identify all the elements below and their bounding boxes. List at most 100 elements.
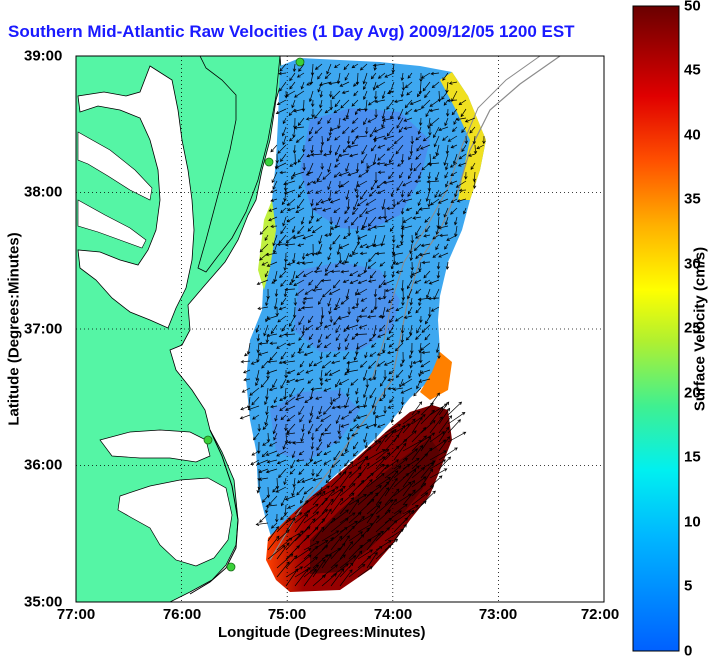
velocity-arrow: [359, 207, 368, 218]
velocity-arrow: [426, 162, 440, 166]
eastern-shore: [197, 56, 281, 273]
velocity-arrow: [329, 198, 341, 204]
velocity-arrow: [421, 260, 431, 265]
velocity-arrow: [331, 90, 341, 100]
velocity-arrow: [310, 387, 323, 391]
velocity-arrow: [375, 487, 390, 506]
velocity-arrow: [400, 324, 405, 334]
velocity-arrow: [357, 270, 368, 277]
velocity-arrow: [444, 243, 449, 250]
velocity-arrow: [322, 171, 332, 180]
velocity-arrow: [353, 90, 359, 97]
velocity-arrow: [450, 144, 458, 149]
velocity-arrow: [378, 279, 386, 289]
velocity-arrow: [346, 360, 359, 365]
velocity-arrow: [280, 513, 287, 521]
velocity-arrow: [425, 288, 431, 299]
velocity-arrow: [314, 108, 323, 119]
velocity-arrow: [398, 126, 404, 133]
velocity-arrow: [413, 387, 422, 397]
potomac-river: [77, 131, 153, 201]
velocity-arrow: [280, 378, 287, 389]
velocity-arrow: [407, 306, 413, 315]
velocity-arrow: [300, 432, 305, 442]
velocity-arrow: [389, 315, 395, 324]
velocity-arrow: [284, 332, 296, 337]
velocity-arrow: [276, 342, 287, 349]
velocity-arrow: [337, 387, 342, 398]
velocity-arrow: [300, 81, 305, 90]
velocity-arrow: [408, 171, 413, 180]
velocity-arrow: [310, 441, 315, 450]
velocity-arrow: [400, 153, 405, 164]
velocity-arrow: [319, 144, 324, 154]
velocity-arrow: [349, 270, 359, 277]
velocity-arrow: [305, 459, 314, 466]
velocity-arrow: [357, 234, 368, 240]
velocity-arrow: [319, 99, 323, 109]
velocity-arrow: [361, 153, 368, 164]
velocity-arrow: [301, 261, 314, 265]
velocity-arrow: [326, 135, 332, 142]
velocity-arrow: [354, 288, 359, 296]
velocity-arrow: [328, 243, 333, 251]
velocity-arrow: [317, 243, 323, 255]
velocity-arrow: [256, 351, 260, 363]
velocity-arrow: [328, 306, 332, 315]
velocity-arrow: [425, 225, 431, 233]
velocity-arrow: [328, 144, 333, 155]
velocity-arrow: [409, 162, 413, 172]
velocity-arrow: [461, 144, 467, 153]
velocity-arrow: [312, 288, 323, 292]
velocity-arrow: [416, 324, 422, 334]
velocity-arrow: [352, 243, 359, 255]
velocity-arrow: [409, 252, 413, 262]
velocity-arrow: [273, 432, 278, 441]
velocity-arrow: [298, 180, 305, 190]
velocity-arrow: [285, 545, 300, 560]
velocity-arrow: [381, 108, 386, 120]
velocity-arrow: [345, 189, 350, 201]
velocity-arrow: [344, 72, 350, 81]
velocity-arrow: [335, 378, 341, 388]
velocity-arrow: [354, 180, 359, 193]
velocity-arrow: [411, 467, 426, 479]
velocity-arrow: [381, 90, 386, 100]
velocity-arrow: [450, 171, 458, 177]
velocity-arrow: [464, 135, 468, 145]
velocity-arrow: [258, 477, 269, 481]
velocity-arrow: [370, 144, 377, 152]
velocity-arrow: [319, 315, 324, 326]
velocity-arrow: [366, 501, 382, 515]
velocity-arrow: [438, 189, 449, 197]
velocity-arrow: [418, 117, 423, 126]
velocity-arrow: [291, 171, 305, 177]
velocity-arrow: [255, 522, 269, 526]
velocity-arrow: [429, 117, 440, 127]
velocity-arrow: [313, 269, 323, 274]
velocity-arrow: [434, 189, 440, 199]
velocity-arrow: [384, 216, 395, 223]
velocity-arrow: [250, 360, 260, 365]
velocity-arrow: [402, 505, 419, 515]
velocity-arrow: [392, 198, 396, 208]
velocity-arrow: [267, 359, 278, 364]
velocity-arrow: [239, 414, 251, 420]
velocity-arrow: [310, 432, 315, 441]
velocity-arrow: [309, 360, 314, 367]
velocity-arrow: [393, 503, 408, 515]
velocity-arrow: [344, 333, 350, 343]
velocity-arrow: [413, 162, 422, 172]
velocity-arrow: [307, 378, 314, 384]
velocity-arrow: [367, 377, 377, 381]
velocity-arrow: [388, 297, 395, 304]
velocity-arrow: [274, 288, 279, 298]
velocity-arrow: [390, 414, 395, 424]
velocity-arrow: [429, 99, 440, 107]
velocity-arrow: [411, 492, 429, 506]
velocity-arrow: [348, 466, 362, 479]
velocity-arrow: [350, 126, 359, 133]
velocity-arrow: [308, 279, 314, 286]
velocity-arrow: [372, 243, 386, 248]
